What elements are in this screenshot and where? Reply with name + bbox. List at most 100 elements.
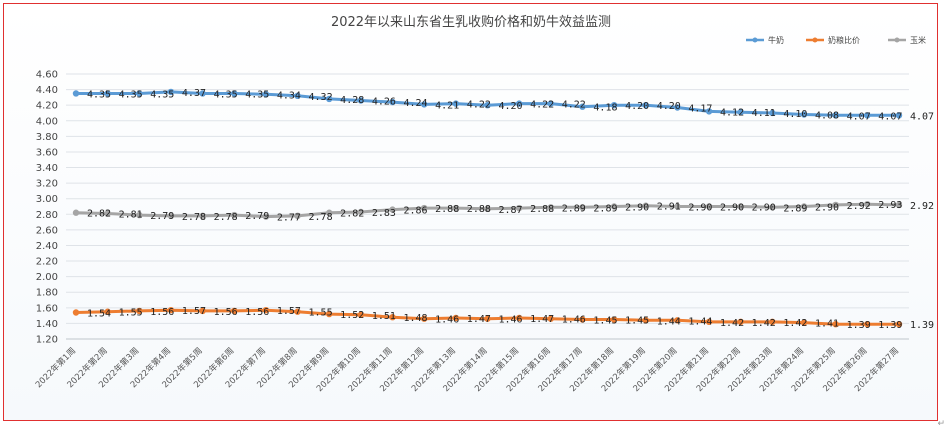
data-label: 1.42	[783, 318, 807, 329]
data-label: 2.90	[752, 203, 776, 214]
data-point	[769, 109, 776, 117]
data-point	[642, 101, 649, 109]
data-label: 1.54	[87, 309, 111, 320]
data-point	[262, 91, 270, 98]
data-label: 4.07	[910, 111, 934, 122]
data-point	[705, 203, 713, 210]
y-tick-label: 4.60	[36, 70, 58, 81]
data-point	[389, 313, 396, 321]
data-point	[800, 319, 808, 326]
data-point	[515, 100, 523, 107]
data-point	[610, 316, 618, 323]
data-label: 4.32	[309, 92, 333, 103]
data-label: 4.37	[182, 88, 206, 99]
data-label: 2.89	[562, 203, 586, 214]
data-point	[72, 209, 80, 216]
y-axis: 1.20 1.40 1.60 1.80 2.00 2.20 2.40 2.60 2.80 3.00…	[36, 70, 58, 346]
data-point	[610, 203, 618, 210]
data-label: 2.89	[783, 203, 807, 214]
y-tick-label: 1.40	[36, 319, 58, 330]
data-point	[579, 103, 586, 110]
data-point	[389, 206, 396, 213]
data-point	[737, 203, 744, 210]
data-point	[262, 213, 270, 220]
data-label: 1.57	[182, 306, 206, 317]
data-point	[167, 212, 175, 220]
data-label: 4.35	[119, 89, 143, 100]
data-point	[167, 88, 175, 96]
data-label: 4.21	[435, 100, 459, 111]
data-point	[357, 208, 365, 216]
data-label: 1.56	[214, 307, 238, 318]
data-point	[357, 311, 365, 319]
data-label: 2.92	[910, 201, 934, 212]
data-label: 1.44	[657, 316, 681, 327]
data-point	[769, 318, 776, 326]
data-point	[452, 204, 460, 212]
data-label: 4.22	[530, 100, 554, 111]
data-point	[484, 205, 491, 213]
data-label: 1.52	[340, 310, 364, 321]
data-point	[800, 111, 808, 118]
chart-title: 2022年以来山东省生乳收购价格和奶牛效益监测	[331, 14, 611, 30]
data-point	[515, 314, 523, 322]
data-point	[864, 200, 871, 208]
data-label: 2.78	[309, 212, 333, 223]
data-label: 1.48	[403, 313, 427, 324]
data-label: 1.51	[372, 311, 396, 322]
data-label: 1.45	[625, 316, 649, 327]
paragraph-mark: ↵	[937, 419, 945, 429]
data-point	[642, 317, 649, 324]
data-label: 4.34	[277, 90, 301, 101]
legend: 牛奶 奶粮比价 玉米	[746, 35, 926, 45]
data-point	[389, 98, 396, 106]
data-point	[674, 317, 681, 324]
data-point	[674, 104, 681, 111]
data-label: 2.78	[182, 212, 206, 223]
data-point	[832, 201, 839, 209]
data-point	[357, 97, 365, 104]
data-label: 2.89	[593, 203, 617, 214]
data-point	[895, 112, 903, 119]
series-group	[72, 88, 903, 328]
data-label: 2.88	[467, 204, 491, 215]
y-tick-label: 1.60	[36, 303, 58, 314]
data-point	[104, 210, 111, 217]
data-label: 1.42	[752, 318, 776, 329]
y-tick-label: 2.80	[36, 210, 58, 221]
data-point	[167, 306, 175, 314]
data-label: 1.46	[562, 315, 586, 326]
y-tick-label: 2.00	[36, 272, 58, 283]
data-label: 4.24	[403, 98, 427, 109]
data-label: 4.20	[625, 101, 649, 112]
data-label: 2.82	[87, 209, 111, 220]
data-point	[547, 315, 555, 322]
data-label: 4.22	[467, 100, 491, 111]
data-point	[262, 306, 270, 314]
data-label: 4.35	[87, 89, 111, 100]
grid-lines	[66, 73, 909, 340]
data-point	[294, 308, 301, 315]
data-point	[832, 112, 839, 119]
data-label: 4.28	[340, 95, 364, 106]
line-chart: 2022年以来山东省生乳收购价格和奶牛效益监测 1.20 1.40 1.60 1.80…	[33, 14, 934, 394]
data-point	[864, 112, 871, 119]
data-label: 4.26	[372, 97, 396, 108]
data-point	[579, 204, 586, 211]
legend-marker	[812, 37, 818, 43]
data-label: 4.07	[847, 111, 871, 122]
data-point	[737, 108, 744, 116]
data-label: 2.88	[435, 204, 459, 215]
data-point	[72, 309, 80, 316]
legend-label: 牛奶	[768, 35, 784, 45]
y-tick-label: 1.20	[36, 335, 58, 346]
data-point	[737, 318, 744, 326]
data-point	[484, 315, 491, 322]
data-point	[452, 100, 460, 107]
data-label: 4.35	[214, 89, 238, 100]
data-label: 2.78	[214, 212, 238, 223]
y-tick-label: 2.20	[36, 257, 58, 268]
data-label: 2.90	[688, 203, 712, 214]
data-point	[294, 92, 301, 100]
data-labels: 4.35 4.35 4.35 4.37 4.35 4.35 4.34 4.32 4.28 4.26…	[87, 88, 934, 331]
